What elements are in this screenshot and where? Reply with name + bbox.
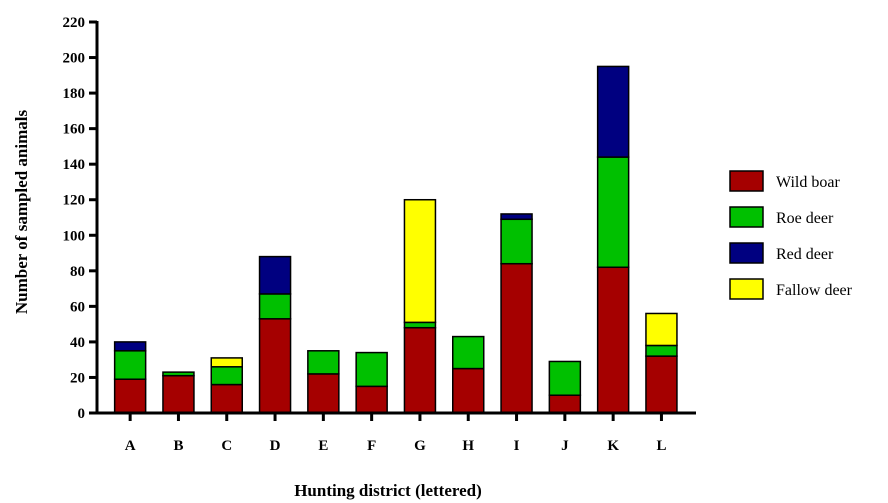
x-tick-label: G (414, 438, 426, 454)
bar-segment (645, 355, 678, 414)
x-tick-label: A (125, 438, 136, 454)
x-tick-label: C (221, 438, 232, 454)
y-tick-label: 60 (70, 299, 85, 315)
x-tick-label: E (318, 438, 328, 454)
y-tick-label: 20 (70, 370, 85, 386)
x-tick-label: H (462, 438, 474, 454)
bar-segment (403, 198, 437, 324)
bar-segment (355, 351, 388, 388)
legend-swatch (729, 242, 764, 264)
bars (113, 65, 678, 414)
x-tick-label: I (514, 438, 520, 454)
y-tick-label: 220 (63, 15, 86, 31)
y-axis-title: Number of sampled animals (12, 110, 31, 315)
legend-swatch (729, 206, 764, 228)
bar-segment (307, 350, 340, 375)
x-tick-label: J (561, 438, 569, 454)
bar-segment (162, 374, 195, 414)
y-tick-label: 40 (70, 335, 85, 351)
bar-segment (210, 357, 243, 368)
legend-swatch (729, 170, 764, 192)
bar-segment (162, 371, 195, 377)
x-tick-label: D (270, 438, 281, 454)
bar-segment (307, 373, 340, 414)
y-ticks: 0 20 40 60 80 100 120 140 160 180 200 220 (63, 15, 97, 422)
x-ticks: A B C D E F G H I J K L (125, 413, 666, 454)
bar-segment (645, 312, 678, 347)
legend-label: Fallow deer (776, 282, 853, 299)
bar-segment (258, 255, 292, 295)
y-tick-label: 140 (63, 157, 86, 173)
bar-segment (452, 335, 485, 370)
x-tick-label: L (656, 438, 666, 454)
bar-segment (596, 65, 630, 158)
bar-segment (258, 318, 292, 414)
bar-segment (113, 378, 147, 414)
legend-label: Roe deer (776, 210, 834, 227)
bar-segment (500, 213, 533, 221)
y-tick-label: 180 (63, 86, 86, 102)
bar-segment (113, 341, 147, 352)
legend-label: Red deer (776, 246, 834, 263)
y-tick-label: 160 (63, 122, 86, 138)
bar-segment (452, 367, 485, 414)
bar-segment (258, 293, 292, 320)
x-axis-title: Hunting district (lettered) (294, 481, 482, 500)
y-tick-label: 200 (63, 51, 86, 67)
bar-segment (113, 350, 147, 380)
y-tick-label: 80 (70, 264, 85, 280)
y-tick-label: 0 (78, 406, 86, 422)
bar-segment (596, 156, 630, 269)
x-tick-label: F (367, 438, 376, 454)
legend-swatch (729, 278, 764, 300)
y-tick-label: 100 (63, 228, 86, 244)
bar-segment (355, 385, 388, 414)
bar-segment (548, 394, 582, 414)
bar-segment (403, 321, 437, 329)
y-tick-label: 120 (63, 193, 86, 209)
x-tick-label: B (173, 438, 183, 454)
bar-segment (210, 383, 243, 414)
bar-segment (645, 344, 678, 357)
plot-area: 0 20 40 60 80 100 120 140 160 180 200 220 A B C D E F G H I… (63, 15, 696, 454)
bar-segment (548, 360, 582, 396)
legend-label: Wild boar (776, 174, 840, 191)
bar-segment (403, 326, 437, 414)
bar-segment (210, 366, 243, 386)
x-tick-label: K (607, 438, 619, 454)
bar-segment (500, 218, 533, 265)
legend: Wild boar Roe deer Red deer Fallow deer (729, 170, 853, 300)
bar-segment (596, 266, 630, 414)
bar-segment (500, 262, 533, 414)
